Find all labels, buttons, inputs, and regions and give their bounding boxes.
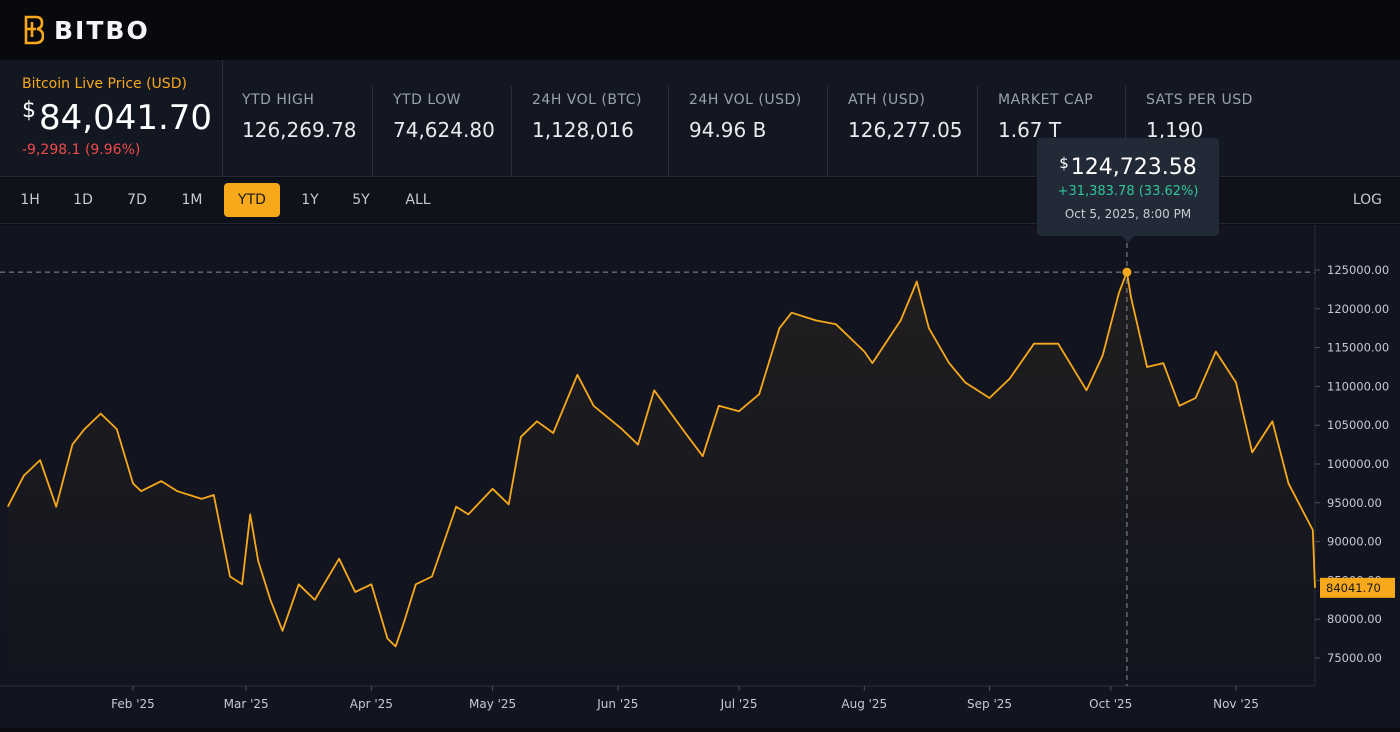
y-tick-label: 125000.00 bbox=[1327, 263, 1389, 277]
stat-label: SATS PER USD bbox=[1146, 92, 1253, 108]
x-tick-label: Oct '25 bbox=[1089, 697, 1132, 711]
live-price: $84,041.70 bbox=[22, 98, 212, 138]
stat-value: 1,128,016 bbox=[532, 118, 634, 142]
brand-name[interactable]: BITBO bbox=[54, 15, 150, 45]
x-tick-label: Apr '25 bbox=[350, 697, 393, 711]
live-price-value: 84,041.70 bbox=[39, 98, 213, 138]
y-tick-label: 110000.00 bbox=[1327, 379, 1389, 393]
x-tick-label: Nov '25 bbox=[1213, 697, 1259, 711]
range-button-ytd[interactable]: YTD bbox=[224, 183, 280, 217]
range-button-1y[interactable]: 1Y bbox=[301, 192, 319, 208]
y-tick-label: 95000.00 bbox=[1327, 496, 1382, 510]
bitbo-logo-icon[interactable] bbox=[22, 15, 44, 45]
range-button-1m[interactable]: 1M bbox=[181, 192, 203, 208]
range-button-1h[interactable]: 1H bbox=[20, 192, 40, 208]
range-button-7d[interactable]: 7D bbox=[127, 192, 147, 208]
top-bar: BITBO bbox=[0, 0, 1400, 60]
x-tick-label: Jul '25 bbox=[720, 697, 758, 711]
price-area bbox=[7, 272, 1315, 686]
tooltip-date: Oct 5, 2025, 8:00 PM bbox=[1064, 207, 1192, 221]
current-price-tag bbox=[1320, 577, 1395, 598]
x-tick-label: Sep '25 bbox=[967, 697, 1012, 711]
price-tooltip: $124,723.58 +31,383.78 (33.62%) Oct 5, 2… bbox=[1037, 138, 1219, 236]
y-tick-label: 80000.00 bbox=[1327, 612, 1382, 626]
stat-value: 74,624.80 bbox=[393, 118, 495, 142]
stat-value: 126,277.05 bbox=[848, 118, 963, 142]
stat-label: YTD LOW bbox=[393, 92, 461, 108]
range-button-1d[interactable]: 1D bbox=[73, 192, 93, 208]
stat-label: YTD HIGH bbox=[242, 92, 315, 108]
stat-24h-vol-btc: 24H VOL (BTC) 1,128,016 bbox=[511, 86, 642, 176]
x-tick-label: May '25 bbox=[469, 697, 516, 711]
current-price-tag-label: 84041.70 bbox=[1326, 581, 1381, 595]
price-chart[interactable]: 125000.00 120000.00 115000.00 110000.00 1050… bbox=[0, 225, 1400, 728]
stat-ytd-high: YTD HIGH 126,269.78 bbox=[222, 86, 357, 176]
stat-24h-vol-usd: 24H VOL (USD) 94.96 B bbox=[668, 86, 802, 176]
currency-symbol: $ bbox=[22, 98, 36, 123]
range-button-all[interactable]: ALL bbox=[405, 192, 431, 208]
live-price-panel: Bitcoin Live Price (USD) $84,041.70 -9,2… bbox=[22, 76, 212, 158]
x-tick-label: Feb '25 bbox=[111, 697, 155, 711]
y-tick-label: 75000.00 bbox=[1327, 651, 1382, 665]
stat-label: ATH (USD) bbox=[848, 92, 926, 108]
tooltip-pointer bbox=[1122, 236, 1134, 243]
tooltip-change: +31,383.78 (33.62%) bbox=[1057, 184, 1199, 199]
y-tick-label: 90000.00 bbox=[1327, 535, 1382, 549]
live-price-label: Bitcoin Live Price (USD) bbox=[22, 76, 187, 92]
stat-label: MARKET CAP bbox=[998, 92, 1094, 108]
stat-label: 24H VOL (BTC) bbox=[532, 92, 642, 108]
range-button-5y[interactable]: 5Y bbox=[352, 192, 370, 208]
log-scale-toggle[interactable]: LOG bbox=[1352, 192, 1382, 208]
highlight-point[interactable] bbox=[1122, 267, 1132, 277]
x-tick-label: Aug '25 bbox=[841, 697, 887, 711]
stat-value: 94.96 B bbox=[689, 118, 767, 142]
stats-bar: Bitcoin Live Price (USD) $84,041.70 -9,2… bbox=[0, 60, 1400, 177]
live-price-change: -9,298.1 (9.96%) bbox=[22, 142, 141, 158]
price-chart-svg[interactable]: 125000.00 120000.00 115000.00 110000.00 1050… bbox=[0, 225, 1400, 728]
x-tick-label: Jun '25 bbox=[596, 697, 638, 711]
stat-ath-usd: ATH (USD) 126,277.05 bbox=[827, 86, 963, 176]
tooltip-price: $124,723.58 bbox=[1037, 154, 1219, 180]
stat-ytd-low: YTD LOW 74,624.80 bbox=[372, 86, 495, 176]
y-tick-label: 105000.00 bbox=[1327, 418, 1389, 432]
y-tick-label: 115000.00 bbox=[1327, 341, 1389, 355]
stat-label: 24H VOL (USD) bbox=[689, 92, 802, 108]
divider bbox=[222, 60, 223, 177]
y-tick-label: 100000.00 bbox=[1327, 457, 1389, 471]
y-tick-label: 120000.00 bbox=[1327, 302, 1389, 316]
x-tick-label: Mar '25 bbox=[224, 697, 269, 711]
tooltip-price-value: 124,723.58 bbox=[1070, 155, 1197, 180]
tooltip-currency: $ bbox=[1059, 154, 1069, 172]
stat-value: 126,269.78 bbox=[242, 118, 357, 142]
